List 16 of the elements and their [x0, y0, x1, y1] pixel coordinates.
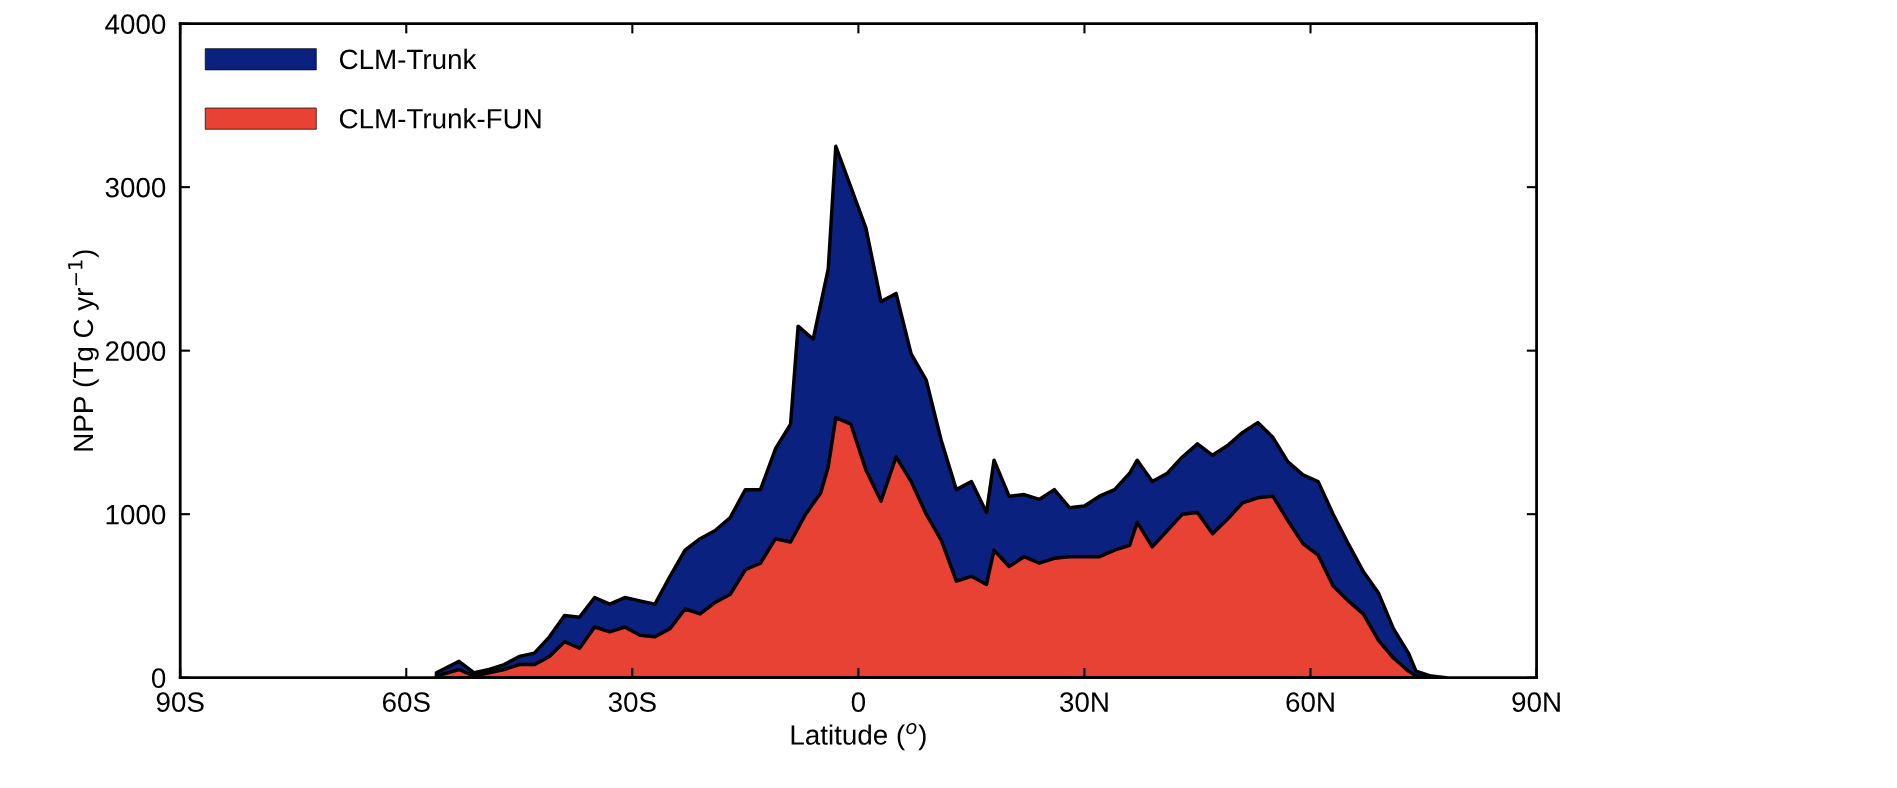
- y-axis-title: NPP (Tg C yr$^{−1}$): [68, 250, 99, 451]
- x-tick-label: 30S: [608, 692, 656, 712]
- y-tick-label: 4000: [105, 14, 166, 34]
- y-tick-label: 1000: [106, 504, 166, 525]
- y-tick-label: 0: [151, 668, 166, 689]
- legend-label: CLM-Trunk: [339, 48, 477, 70]
- y-tick-label: 3000: [105, 177, 166, 198]
- y-tick-label: 2000: [105, 341, 166, 361]
- legend-label: CLM-Trunk-FUN: [339, 108, 541, 129]
- x-tick-label: 90S: [156, 692, 204, 712]
- x-axis-title: Latitude ($^{o}$): [791, 723, 926, 751]
- x-tick-label: 90N: [1512, 692, 1560, 712]
- x-tick-label: 60N: [1286, 692, 1334, 712]
- x-tick-label: 30N: [1060, 692, 1108, 712]
- x-tick-label: 60S: [382, 692, 430, 712]
- x-tick-label: 0: [851, 692, 866, 712]
